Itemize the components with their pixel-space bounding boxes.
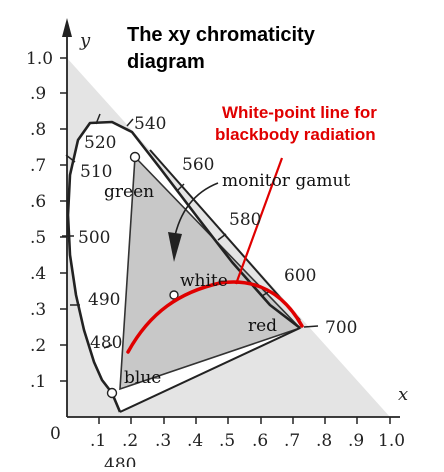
y-tick-label: .2 xyxy=(30,336,46,356)
y-axis-arrow xyxy=(62,18,72,37)
y-tick-label: .9 xyxy=(30,84,46,104)
red-label: red xyxy=(248,316,277,336)
wl-tick-700 xyxy=(303,325,319,328)
y-axis-ticks xyxy=(60,57,67,382)
y-axis-label: y xyxy=(79,30,91,51)
x-tick-label: .1 xyxy=(90,431,106,451)
wl-tick-540 xyxy=(126,118,134,127)
blackbody-label-line2: blackbody radiation xyxy=(215,125,376,144)
x-tick-label: .2 xyxy=(122,431,138,451)
wl-tick-480 xyxy=(103,344,113,349)
wl-tick-560 xyxy=(177,183,185,191)
y-tick-label: .3 xyxy=(30,300,46,320)
blue-primary-marker xyxy=(106,387,118,399)
diagram-title-line2: diagram xyxy=(127,51,205,73)
y-tick-label: 1.0 xyxy=(26,49,53,69)
x-tick-label: .8 xyxy=(316,431,332,451)
origin-label: 0 xyxy=(50,424,61,444)
wavelength-label-540: 540 xyxy=(134,114,166,134)
y-tick-label: .4 xyxy=(30,264,46,284)
wavelength-label-490: 490 xyxy=(88,290,120,310)
wl-tick-520 xyxy=(95,113,101,125)
wl-tick-580 xyxy=(217,233,227,241)
x-tick-label: .9 xyxy=(348,431,364,451)
y-tick-label: .8 xyxy=(30,120,46,140)
wavelength-label-500: 500 xyxy=(78,228,110,248)
monitor-gamut-arrowhead xyxy=(168,232,182,262)
x-axis-label: x xyxy=(398,384,408,405)
wavelength-label-600: 600 xyxy=(284,266,316,286)
blue-label: blue xyxy=(124,368,161,388)
green-primary-marker xyxy=(129,151,141,163)
green-label: green xyxy=(104,182,154,202)
x-tick-label: .4 xyxy=(187,431,203,451)
monitor-gamut-label: monitor gamut xyxy=(222,171,350,191)
white-label: white xyxy=(180,271,228,291)
x-tick-label: 1.0 xyxy=(378,431,405,451)
gamut-edge-lower xyxy=(119,327,301,413)
wavelength-label-700: 700 xyxy=(325,318,357,338)
wavelength-label-480: 480 xyxy=(90,333,122,353)
white-point-marker xyxy=(169,290,179,300)
blackbody-pointer xyxy=(234,157,284,285)
wavelength-label-560: 560 xyxy=(182,155,214,175)
cut-off-label: 480 xyxy=(104,455,136,467)
wl-tick-510 xyxy=(65,154,76,163)
x-tick-label: .6 xyxy=(252,431,268,451)
y-tick-label: .5 xyxy=(30,228,46,248)
wavelength-label-510: 510 xyxy=(80,162,112,182)
y-tick-label: .1 xyxy=(30,372,46,392)
blackbody-label-line1: White-point line for xyxy=(222,103,377,122)
x-tick-label: .7 xyxy=(284,431,300,451)
wavelength-label-580: 580 xyxy=(229,210,261,230)
diagram-title-line1: The xy chromaticity xyxy=(127,24,316,46)
monitor-gamut-pointer xyxy=(173,182,219,241)
spectral-locus xyxy=(66,120,301,413)
y-tick-label: .7 xyxy=(30,156,46,176)
x-tick-label: .3 xyxy=(155,431,171,451)
y-tick-label: .6 xyxy=(30,192,46,212)
wavelength-label-520: 520 xyxy=(84,133,116,153)
x-tick-label: .5 xyxy=(219,431,235,451)
blackbody-curve xyxy=(126,280,304,354)
x-axis-ticks xyxy=(98,417,391,424)
